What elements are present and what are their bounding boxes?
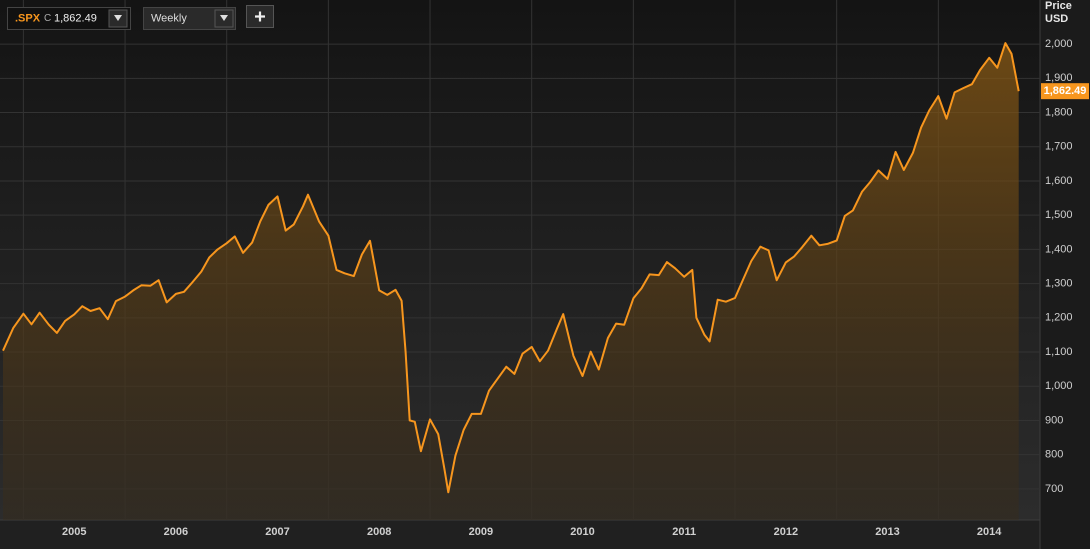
x-tick-label: 2014 bbox=[977, 526, 1002, 538]
y-tick-label: 1,300 bbox=[1045, 278, 1073, 290]
toolbar: .SPX C 1,862.49 Weekly bbox=[7, 5, 274, 30]
x-tick-label: 2012 bbox=[774, 526, 798, 538]
price-line bbox=[2, 42, 1020, 494]
x-tick-label: 2006 bbox=[164, 526, 188, 538]
x-axis-background bbox=[0, 520, 1040, 549]
y-axis-unit: USD bbox=[1045, 13, 1068, 25]
x-tick-label: 2013 bbox=[875, 526, 899, 538]
y-tick-label: 1,600 bbox=[1045, 175, 1073, 187]
plot-layer bbox=[0, 0, 1040, 520]
x-tick-label: 2005 bbox=[62, 526, 86, 538]
y-tick-label: 2,000 bbox=[1045, 38, 1073, 50]
dropdown-arrow bbox=[114, 15, 122, 21]
x-tick-label: 2008 bbox=[367, 526, 391, 538]
x-tick-label: 2010 bbox=[570, 526, 594, 538]
y-tick-label: 1,200 bbox=[1045, 312, 1073, 324]
plus-icon bbox=[255, 11, 265, 22]
y-tick-label: 1,700 bbox=[1045, 141, 1073, 153]
x-tick-label: 2009 bbox=[469, 526, 493, 538]
dropdown-arrow bbox=[220, 15, 228, 21]
y-tick-label: 900 bbox=[1045, 414, 1063, 426]
symbol: .SPX bbox=[15, 12, 41, 24]
interval-box[interactable] bbox=[143, 7, 236, 30]
x-tick-label: 2007 bbox=[265, 526, 289, 538]
y-tick-label: 1,100 bbox=[1045, 346, 1073, 358]
interval: Weekly bbox=[151, 12, 187, 24]
symbol-box[interactable] bbox=[7, 7, 131, 30]
y-tick-label: 1,400 bbox=[1045, 243, 1073, 255]
x-tick-label: 2011 bbox=[672, 526, 696, 538]
area-fill bbox=[3, 43, 1019, 520]
price-tag bbox=[1041, 83, 1089, 100]
price-tag-label: 1,862.49 bbox=[1044, 85, 1087, 97]
y-tick-label: 1,900 bbox=[1045, 72, 1073, 84]
price-type: C bbox=[44, 13, 51, 24]
y-tick-label: 1,500 bbox=[1045, 209, 1073, 221]
y-tick-label: 1,800 bbox=[1045, 106, 1073, 118]
y-tick-label: 1,000 bbox=[1045, 380, 1073, 392]
last-price: 1,862.49 bbox=[54, 12, 97, 24]
y-axis-label: Price bbox=[1045, 0, 1072, 12]
y-tick-label: 800 bbox=[1045, 449, 1063, 461]
y-tick-label: 700 bbox=[1045, 483, 1063, 495]
